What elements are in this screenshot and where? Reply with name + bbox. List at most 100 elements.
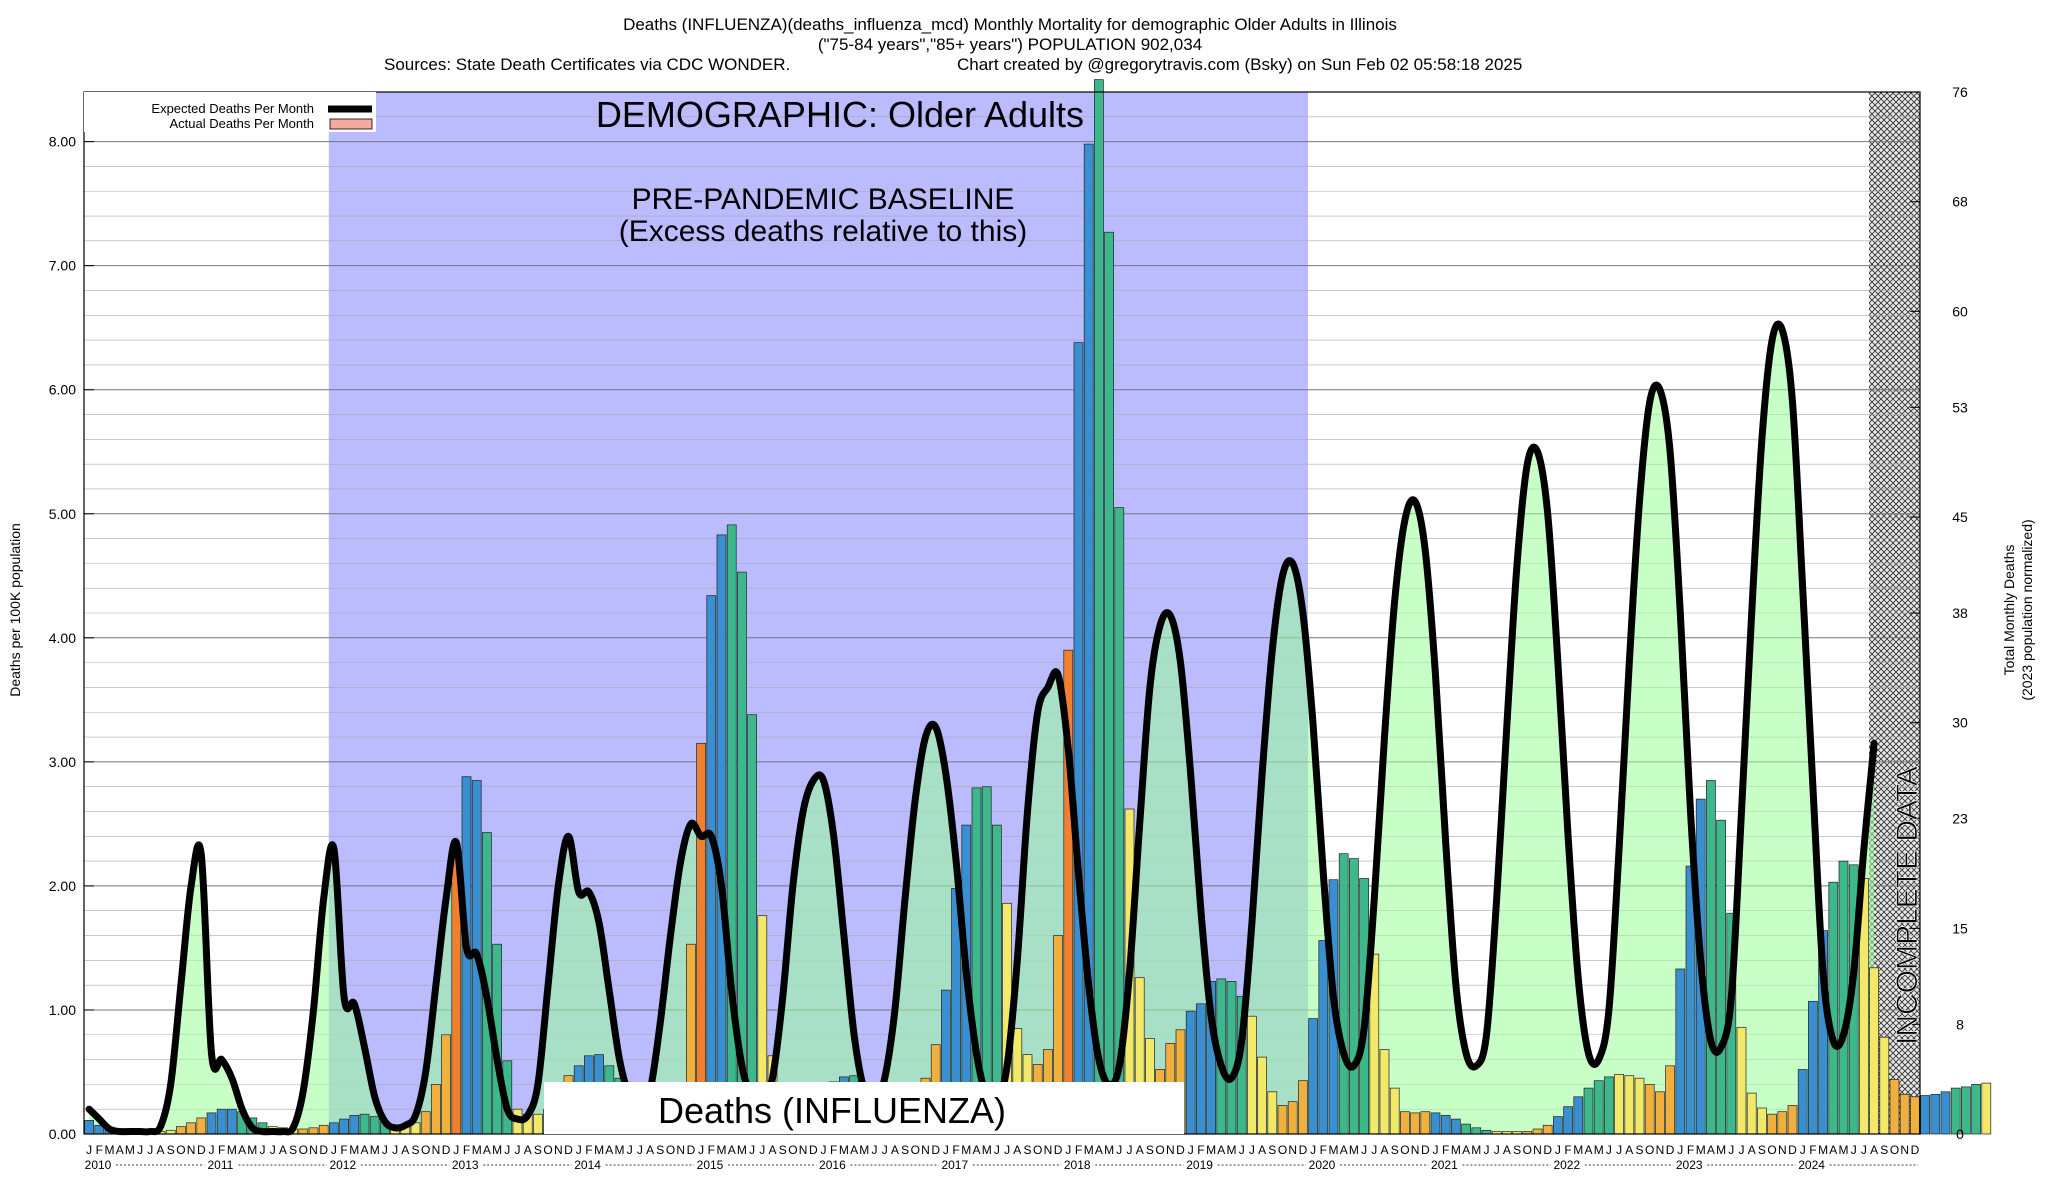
month-label: A	[850, 1143, 858, 1157]
month-label: A	[1380, 1143, 1388, 1157]
month-label: A	[524, 1143, 532, 1157]
actual-bar	[1889, 1079, 1900, 1135]
month-label: O	[788, 1143, 797, 1157]
left-tick-label: 8.00	[49, 134, 76, 150]
month-label: N	[1044, 1143, 1053, 1157]
cause-label: Deaths (INFLUENZA)	[658, 1090, 1006, 1131]
actual-bar	[1338, 853, 1349, 1135]
right-tick-label: 30	[1952, 715, 1968, 731]
month-label: M	[1839, 1143, 1849, 1157]
month-label: N	[187, 1143, 196, 1157]
month-label: J	[1728, 1143, 1734, 1157]
actual-bar	[533, 1113, 543, 1135]
month-label: J	[1127, 1143, 1133, 1157]
right-tick-label: 38	[1952, 605, 1968, 621]
month-label: O	[1400, 1143, 1409, 1157]
month-label: J	[1861, 1143, 1867, 1157]
chart-title: Deaths (INFLUENZA)(deaths_influenza_mcd)…	[623, 15, 1397, 34]
month-label: J	[1188, 1143, 1194, 1157]
month-label: J	[515, 1143, 521, 1157]
actual-bar	[1757, 1107, 1767, 1135]
chart-sources: Sources: State Death Certificates via CD…	[384, 55, 790, 74]
incomplete-data-label: INCOMPLETE DATA	[1891, 766, 1924, 1045]
actual-bar	[308, 1127, 319, 1135]
month-label: J	[1555, 1143, 1561, 1157]
actual-bar	[431, 1084, 441, 1135]
right-tick-label: 60	[1952, 303, 1968, 319]
right-tick-label: 23	[1952, 811, 1968, 827]
month-label: J	[1433, 1143, 1439, 1157]
month-label: D	[1543, 1143, 1552, 1157]
month-label: J	[1739, 1143, 1745, 1157]
month-label: F	[340, 1143, 347, 1157]
actual-bar	[1542, 1124, 1553, 1135]
month-label: F	[1809, 1143, 1816, 1157]
month-label: A	[1625, 1143, 1633, 1157]
month-label: F	[830, 1143, 837, 1157]
month-label: S	[1268, 1143, 1276, 1157]
month-label: J	[1851, 1143, 1857, 1157]
month-label: M	[1329, 1143, 1339, 1157]
actual-bar	[1910, 1096, 1920, 1135]
actual-bar	[420, 1111, 431, 1135]
legend: Expected Deaths Per Month Actual Deaths …	[84, 92, 376, 132]
month-label: J	[882, 1143, 888, 1157]
month-label: M	[349, 1143, 359, 1157]
month-label: S	[411, 1143, 419, 1157]
actual-bar	[1532, 1128, 1543, 1135]
month-label: N	[1900, 1143, 1909, 1157]
month-label: O	[666, 1143, 675, 1157]
month-label: A	[483, 1143, 491, 1157]
month-label: A	[1748, 1143, 1756, 1157]
right-tick-label: 53	[1952, 399, 1968, 415]
month-label: A	[279, 1143, 287, 1157]
month-label: O	[1767, 1143, 1776, 1157]
actual-bar	[176, 1126, 186, 1135]
actual-bar	[349, 1115, 360, 1135]
baseline-label-line2: (Excess deaths relative to this)	[619, 215, 1028, 248]
cause-label-box	[544, 1082, 1184, 1134]
month-label: S	[167, 1143, 175, 1157]
right-tick-label: 8	[1956, 1016, 1964, 1032]
actual-bar	[1604, 1076, 1614, 1135]
actual-bar	[1940, 1091, 1951, 1135]
month-label: M	[859, 1143, 869, 1157]
month-label: N	[1288, 1143, 1297, 1157]
month-label: O	[1033, 1143, 1042, 1157]
month-label: S	[1023, 1143, 1031, 1157]
month-label: F	[1687, 1143, 1694, 1157]
month-label: J	[453, 1143, 459, 1157]
month-label: D	[1054, 1143, 1063, 1157]
month-label: F	[1320, 1143, 1327, 1157]
actual-bar	[1563, 1106, 1573, 1135]
month-label: J	[576, 1143, 582, 1157]
month-label: A	[891, 1143, 899, 1157]
actual-bar	[1665, 1065, 1675, 1135]
actual-bar	[1593, 1080, 1604, 1135]
actual-bar	[1196, 1003, 1206, 1135]
actual-bar	[1287, 1101, 1298, 1135]
month-label: M	[1471, 1143, 1481, 1157]
bars	[84, 79, 1992, 1135]
month-label: M	[1818, 1143, 1828, 1157]
month-label: J	[260, 1143, 266, 1157]
actual-bar	[1573, 1096, 1584, 1135]
actual-bar	[1930, 1093, 1941, 1135]
actual-bar	[1920, 1095, 1930, 1135]
month-label: F	[463, 1143, 470, 1157]
month-label: A	[1217, 1143, 1225, 1157]
month-label: D	[442, 1143, 451, 1157]
actual-bar	[1379, 1049, 1390, 1135]
month-label: M	[1206, 1143, 1216, 1157]
year-label: 2018	[1064, 1158, 1091, 1172]
actual-bar	[1420, 1111, 1431, 1135]
actual-bar	[1787, 1105, 1798, 1135]
month-label: J	[1494, 1143, 1500, 1157]
actual-bar	[1614, 1074, 1624, 1135]
month-label: S	[779, 1143, 787, 1157]
actual-bar	[1869, 967, 1879, 1135]
actual-bar	[216, 1108, 227, 1135]
actual-bar	[1440, 1115, 1451, 1135]
month-label: A	[1258, 1143, 1266, 1157]
